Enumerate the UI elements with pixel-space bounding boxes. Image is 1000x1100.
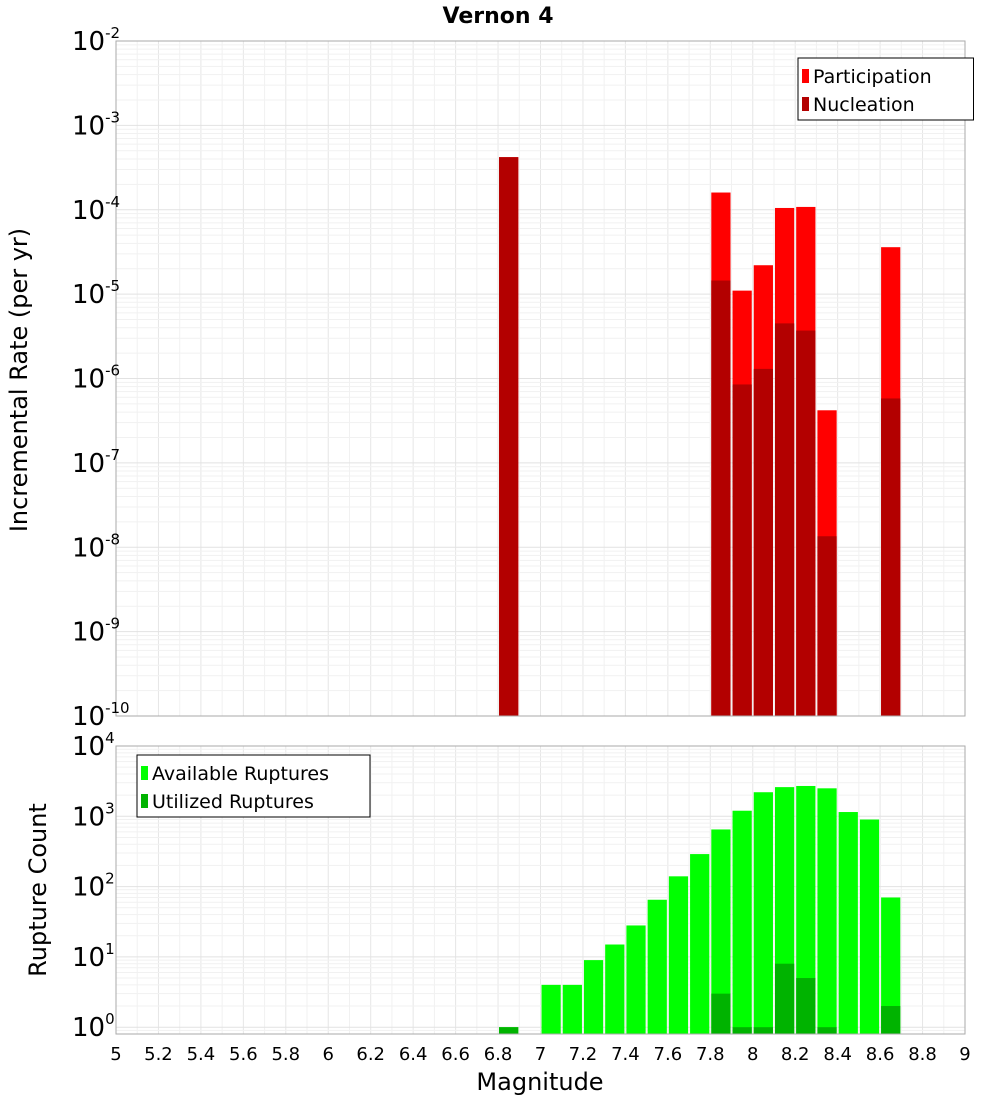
x-tick-label: 9: [959, 1044, 970, 1065]
count-bar-utilized-ruptures: [732, 1027, 752, 1034]
rate-bar-nucleation: [499, 157, 519, 717]
rate-legend: Participation Nucleation: [797, 57, 974, 121]
count-y-tick-label: 102: [72, 870, 115, 903]
rate-bar-nucleation: [796, 330, 816, 716]
count-plot-frame: [115, 745, 966, 1035]
count-bar-utilized-ruptures: [881, 1006, 901, 1034]
x-tick-label: 7.4: [611, 1044, 640, 1065]
rate-bar-nucleation: [711, 280, 731, 716]
rate-y-tick-label: 10-4: [72, 193, 120, 226]
count-bar-available-ruptures: [690, 854, 710, 1034]
count-bar-utilized-ruptures: [796, 978, 816, 1034]
rate-y-axis-label: Incremental Rate (per yr): [5, 228, 33, 532]
count-y-tick-label: 100: [72, 1010, 115, 1043]
count-bar-available-ruptures: [626, 925, 646, 1034]
count-bar-utilized-ruptures: [817, 1027, 837, 1034]
x-tick-label: 7: [535, 1044, 546, 1065]
count-bar-available-ruptures: [647, 899, 667, 1034]
rate-y-tick-label: 10-7: [72, 446, 120, 479]
x-tick-label: 8.8: [908, 1044, 937, 1065]
count-bar-utilized-ruptures: [774, 963, 795, 1034]
count-bar-utilized-ruptures: [499, 1027, 519, 1034]
count-bar-available-ruptures: [732, 810, 752, 1034]
rate-y-tick-label: 10-2: [72, 24, 120, 57]
count-bars: [499, 785, 901, 1034]
rate-legend-label: Participation: [813, 66, 932, 88]
count-bar-utilized-ruptures: [753, 1027, 773, 1034]
count-bar-available-ruptures: [541, 984, 561, 1034]
count-y-tick-labels: 100 101 102 103 104: [72, 729, 115, 1043]
count-bar-available-ruptures: [583, 960, 604, 1034]
x-tick-label: 7.2: [569, 1044, 598, 1065]
rate-legend-label: Nucleation: [813, 94, 915, 116]
x-tick-label: 6.4: [399, 1044, 428, 1065]
count-y-tick-label: 104: [72, 729, 115, 762]
x-axis-label: Magnitude: [476, 1068, 603, 1096]
count-bar-available-ruptures: [668, 876, 689, 1034]
x-tick-label: 8.6: [866, 1044, 895, 1065]
x-tick-label: 5.2: [144, 1044, 173, 1065]
rate-y-tick-label: 10-5: [72, 277, 120, 310]
x-tick-label: 6.8: [484, 1044, 513, 1065]
rate-y-tick-label: 10-9: [72, 615, 120, 648]
x-tick-label: 6.2: [356, 1044, 385, 1065]
x-tick-label: 8: [747, 1044, 758, 1065]
rate-y-tick-label: 10-10: [72, 699, 130, 732]
count-legend-swatch: [141, 794, 148, 808]
rate-bar-nucleation: [732, 384, 752, 716]
x-tick-label: 5: [110, 1044, 121, 1065]
count-bar-available-ruptures: [753, 792, 773, 1034]
x-tick-label: 6.6: [441, 1044, 470, 1065]
count-legend-swatch: [141, 766, 148, 780]
rate-y-tick-label: 10-6: [72, 362, 120, 395]
count-panel: 100 101 102 103 104 5 5.2 5.4 5.6 5.8 6 6.2 6.4 6.6 6…: [24, 729, 971, 1096]
rate-y-tick-labels: 10-10 10-9 10-8 10-7 10-6 10-5 10-4 10-3 10-2: [72, 24, 130, 732]
rate-bar-nucleation: [753, 368, 773, 716]
count-bar-available-ruptures: [711, 829, 731, 1034]
x-tick-label: 5.4: [187, 1044, 216, 1065]
count-bar-available-ruptures: [605, 944, 625, 1034]
count-legend-label: Available Ruptures: [152, 763, 329, 785]
x-tick-label: 8.4: [823, 1044, 852, 1065]
count-bar-available-ruptures: [817, 788, 837, 1034]
x-tick-label: 6: [323, 1044, 334, 1065]
rate-y-tick-label: 10-3: [72, 108, 120, 141]
count-bar-available-ruptures: [562, 984, 582, 1034]
count-y-axis-label: Rupture Count: [24, 803, 52, 977]
count-legend: Available Ruptures Utilized Ruptures: [136, 754, 371, 818]
x-tick-label: 7.8: [696, 1044, 725, 1065]
x-tick-label: 7.6: [654, 1044, 683, 1065]
count-legend-label: Utilized Ruptures: [152, 791, 314, 813]
rate-bars: [499, 157, 901, 717]
rate-plot-frame: [115, 40, 966, 717]
count-y-tick-label: 103: [72, 799, 115, 832]
count-y-tick-label: 101: [72, 940, 115, 973]
rate-bar-nucleation: [774, 323, 795, 716]
count-bar-available-ruptures: [796, 785, 816, 1034]
count-bar-available-ruptures: [859, 819, 880, 1034]
count-bar-available-ruptures: [881, 897, 901, 1034]
x-tick-label: 8.2: [781, 1044, 810, 1065]
x-tick-label: 5.6: [229, 1044, 258, 1065]
rate-bar-nucleation: [817, 536, 837, 716]
rate-panel: 10-10 10-9 10-8 10-7 10-6 10-5 10-4 10-3 10-2 In…: [5, 24, 974, 732]
count-legend-box: [136, 754, 371, 818]
rate-gridlines: [115, 40, 966, 717]
x-tick-label: 5.8: [271, 1044, 300, 1065]
chart-title: Vernon 4: [443, 4, 554, 29]
magnitude-x-tick-labels: 5 5.2 5.4 5.6 5.8 6 6.2 6.4 6.6 6.8 7 7.2 7.4 7.6 7.8 8…: [110, 1044, 970, 1065]
count-bar-utilized-ruptures: [711, 993, 731, 1034]
rate-legend-swatch: [802, 69, 809, 83]
count-bar-available-ruptures: [838, 812, 858, 1034]
rate-y-tick-label: 10-8: [72, 530, 120, 563]
rate-legend-swatch: [802, 97, 809, 111]
rate-bar-nucleation: [881, 398, 901, 716]
rate-legend-box: [797, 57, 974, 121]
